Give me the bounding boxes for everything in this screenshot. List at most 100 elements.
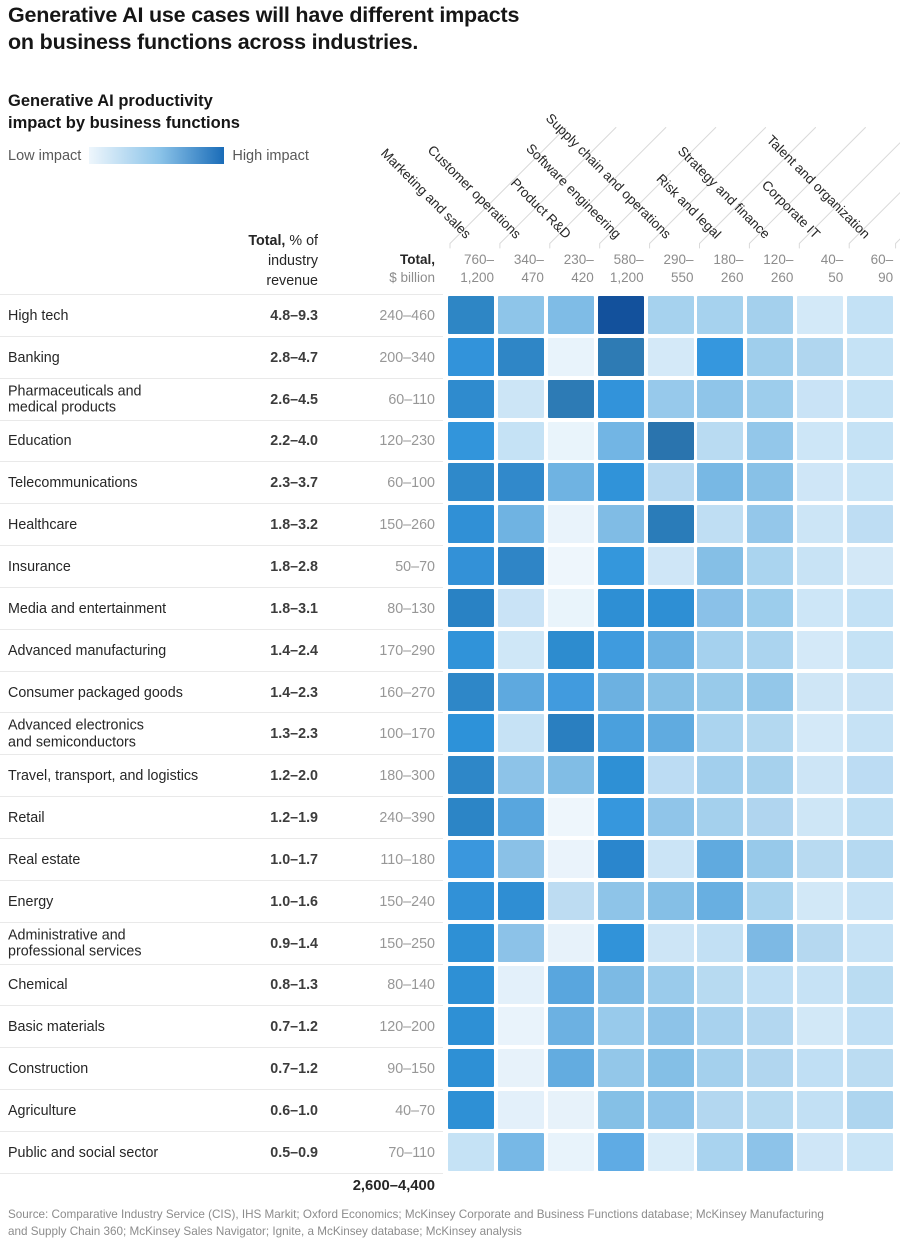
table-row: Chemical 0.8–1.3 80–140 <box>0 965 900 1007</box>
heatmap-cell <box>647 421 694 460</box>
heatmap-cell <box>697 296 744 334</box>
heatmap-cell <box>497 379 544 418</box>
heatmap-cell <box>697 379 744 418</box>
heatmap-cell <box>547 505 594 544</box>
heatmap-cell <box>697 881 744 920</box>
row-pct-value: 1.2–2.0 <box>270 768 318 785</box>
column-total: 120– 260 <box>763 252 794 285</box>
heatmap-cell <box>497 756 544 795</box>
table-row: High tech 4.8–9.3 240–460 <box>0 295 900 337</box>
row-label: Media and entertainment <box>8 601 236 618</box>
row-pct-value: 1.4–2.3 <box>270 684 318 701</box>
heatmap-cell <box>697 965 744 1004</box>
heatmap-cell <box>747 296 794 334</box>
leader-line <box>449 127 567 249</box>
grand-total: 2,600–4,400 <box>352 1178 435 1194</box>
heatmap-cell <box>697 547 744 586</box>
heatmap-cell <box>697 672 744 711</box>
row-usd-value: 150–250 <box>379 935 435 952</box>
heatmap-cell <box>448 379 494 418</box>
leader-line <box>895 238 900 249</box>
row-cells <box>448 463 894 502</box>
row-cells <box>448 714 894 753</box>
heatmap-cell <box>847 588 894 627</box>
heatmap-cell <box>747 547 794 586</box>
row-cells <box>448 839 894 878</box>
usd-column-header: Total, $ billion <box>389 252 435 285</box>
row-usd-value: 60–100 <box>387 475 435 492</box>
heatmap-cell <box>797 881 844 920</box>
heatmap-cell <box>547 547 594 586</box>
heatmap-cell <box>448 923 494 962</box>
row-cells <box>448 588 894 627</box>
heatmap-cell <box>448 505 494 544</box>
row-cells <box>448 337 894 376</box>
row-label-line: Insurance <box>8 558 71 575</box>
heatmap-cell <box>747 379 794 418</box>
row-usd-value: 100–170 <box>379 726 435 743</box>
row-pct-value: 0.8–1.3 <box>270 977 318 994</box>
heatmap-cell <box>797 923 844 962</box>
row-label: Construction <box>8 1061 236 1078</box>
row-separator <box>0 921 443 923</box>
row-cells <box>448 1049 894 1088</box>
row-usd-value: 120–200 <box>379 1019 435 1036</box>
row-separator <box>0 377 443 379</box>
heatmap-cell <box>597 588 644 627</box>
row-pct-value: 0.9–1.4 <box>270 935 318 952</box>
column-total: 340– 470 <box>513 252 544 285</box>
heatmap-cell <box>497 505 544 544</box>
heatmap-cell <box>847 421 894 460</box>
row-pct-value: 1.8–3.2 <box>270 517 318 534</box>
heatmap-cell <box>747 1091 794 1130</box>
heatmap-cell <box>448 839 494 878</box>
heatmap-cell <box>547 337 594 376</box>
row-label: Advanced electronics and semiconductors <box>8 718 236 751</box>
heatmap-cell <box>597 714 644 753</box>
row-pct-value: 1.0–1.7 <box>270 851 318 868</box>
heatmap-cell <box>797 1132 844 1171</box>
heatmap-cell <box>847 1132 894 1171</box>
heatmap-cell <box>597 463 644 502</box>
heatmap-cell <box>697 630 744 669</box>
heatmap-cell <box>747 923 794 962</box>
heatmap-cell <box>697 463 744 502</box>
page-title: Generative AI use cases will have differ… <box>8 3 520 54</box>
row-usd-value: 90–150 <box>387 1061 435 1078</box>
heatmap-cell <box>597 630 644 669</box>
row-usd-value: 240–460 <box>379 307 435 324</box>
row-cells <box>448 672 894 711</box>
heatmap-cell <box>647 547 694 586</box>
heatmap-cell <box>847 798 894 837</box>
heatmap-cell <box>647 839 694 878</box>
heatmap-cell <box>797 756 844 795</box>
table-row: Insurance 1.8–2.8 50–70 <box>0 546 900 588</box>
row-separator <box>0 419 443 421</box>
heatmap-cell <box>647 1091 694 1130</box>
heatmap-cell <box>497 672 544 711</box>
row-pct-value: 1.8–2.8 <box>270 558 318 575</box>
row-separator <box>0 1172 443 1174</box>
row-cells <box>448 1132 894 1171</box>
row-label: Energy <box>8 893 236 910</box>
row-label-line: Pharmaceuticals and <box>8 383 142 400</box>
column-total: 230– 420 <box>563 252 594 285</box>
table-row: Travel, transport, and logistics 1.2–2.0 1… <box>0 755 900 798</box>
heatmap-cell <box>647 1007 694 1046</box>
row-separator <box>0 670 443 672</box>
heatmap-cell <box>597 1132 644 1171</box>
table-row: Advanced electronics and semiconductors 1.… <box>0 713 900 756</box>
heatmap-cell <box>847 630 894 669</box>
row-label-line: Chemical <box>8 977 68 994</box>
heatmap-cell <box>747 965 794 1004</box>
heatmap-cell <box>647 881 694 920</box>
heatmap-cell <box>847 463 894 502</box>
heatmap-cell <box>797 1007 844 1046</box>
row-pct-value: 2.3–3.7 <box>270 475 318 492</box>
heatmap-cell <box>647 1132 694 1171</box>
heatmap-cell <box>647 798 694 837</box>
row-usd-value: 50–70 <box>395 558 435 575</box>
row-usd-value: 160–270 <box>379 684 435 701</box>
row-pct-value: 2.6–4.5 <box>270 391 318 408</box>
